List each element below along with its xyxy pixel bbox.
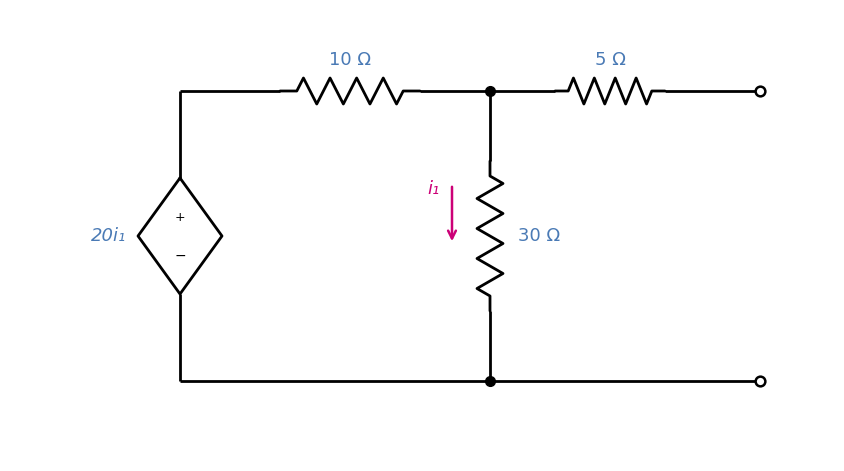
Text: −: − [174,249,186,263]
Text: 20i₁: 20i₁ [91,227,126,245]
Text: 5 Ω: 5 Ω [594,51,625,69]
Text: 10 Ω: 10 Ω [329,51,371,69]
Text: +: + [175,211,186,225]
Text: 30 Ω: 30 Ω [518,227,560,245]
Text: i₁: i₁ [428,180,440,198]
